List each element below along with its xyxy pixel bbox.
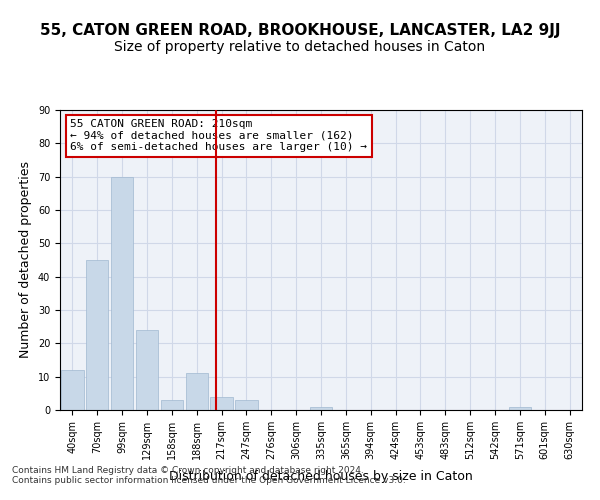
Bar — [235, 400, 257, 410]
Text: Contains HM Land Registry data © Crown copyright and database right 2024.
Contai: Contains HM Land Registry data © Crown c… — [12, 466, 406, 485]
X-axis label: Distribution of detached houses by size in Caton: Distribution of detached houses by size … — [169, 470, 473, 483]
Text: 55 CATON GREEN ROAD: 210sqm
← 94% of detached houses are smaller (162)
6% of sem: 55 CATON GREEN ROAD: 210sqm ← 94% of det… — [70, 119, 367, 152]
Bar — [161, 400, 183, 410]
Bar — [136, 330, 158, 410]
Y-axis label: Number of detached properties: Number of detached properties — [19, 162, 32, 358]
Bar — [211, 396, 233, 410]
Bar — [185, 374, 208, 410]
Bar — [310, 406, 332, 410]
Text: 55, CATON GREEN ROAD, BROOKHOUSE, LANCASTER, LA2 9JJ: 55, CATON GREEN ROAD, BROOKHOUSE, LANCAS… — [40, 22, 560, 38]
Bar — [509, 406, 531, 410]
Bar — [61, 370, 83, 410]
Text: Size of property relative to detached houses in Caton: Size of property relative to detached ho… — [115, 40, 485, 54]
Bar — [86, 260, 109, 410]
Bar — [111, 176, 133, 410]
